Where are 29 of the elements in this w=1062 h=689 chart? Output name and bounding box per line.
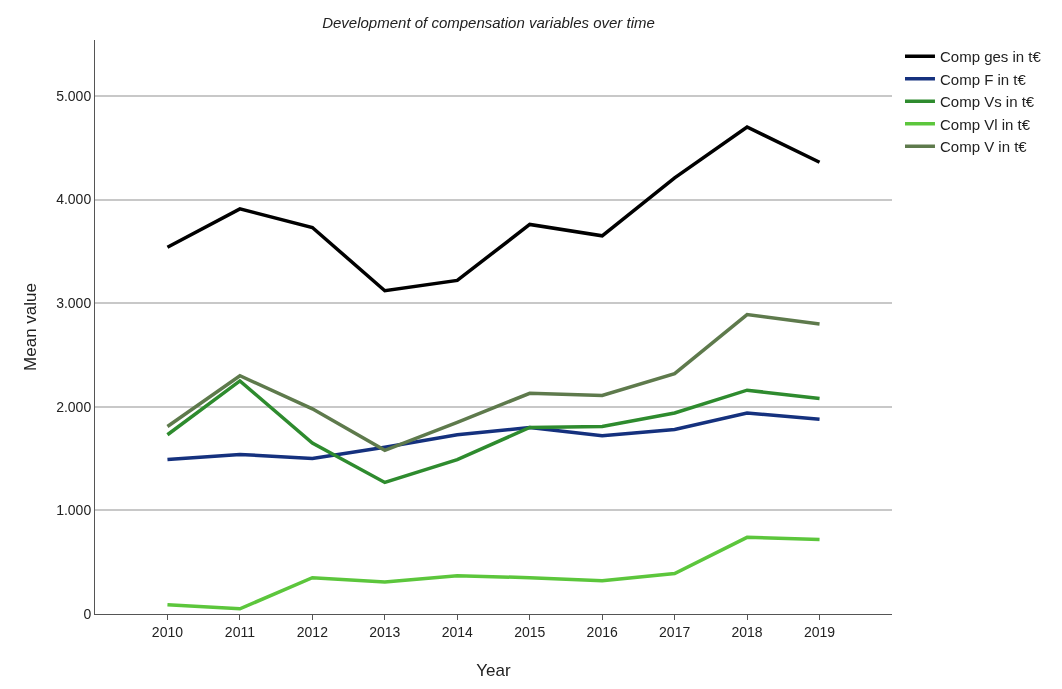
x-tick-label: 2014 [441,623,474,640]
x-tick-label: 2011 [224,623,256,640]
line-series [165,312,822,453]
x-tick-label: 2013 [369,623,401,640]
legend-label: Comp Vs in t€ [939,93,1035,111]
y-tick-label: 1.000 [56,502,92,519]
legend-label: Comp ges in t€ [939,48,1042,66]
y-tick-label: 0 [83,605,92,622]
legend-label: Comp F in t€ [939,70,1027,88]
y-tick-label: 5.000 [56,87,92,104]
y-tick-label: 3.000 [56,295,92,312]
legend-label: Comp Vl in t€ [939,115,1031,133]
y-tick-label: 2.000 [56,398,92,415]
x-tick-label: 2019 [803,623,836,640]
x-axis-title: Year [476,661,512,681]
x-tick-label: 2018 [731,623,763,640]
x-tick-label: 2010 [151,623,184,640]
line-series [165,125,822,293]
x-tick-label: 2015 [514,623,546,640]
x-tick-label: 2017 [659,623,691,640]
chart-title: Development of compensation variables over time [322,13,655,31]
x-tick-label: 2012 [296,623,329,640]
y-tick-label: 4.000 [56,191,92,208]
x-tick-label: 2016 [586,623,618,640]
legend-label: Comp V in t€ [939,138,1028,156]
y-axis-title: Mean value [20,283,40,371]
line-series [165,535,822,611]
line-series [165,379,822,485]
line-series [165,411,822,462]
